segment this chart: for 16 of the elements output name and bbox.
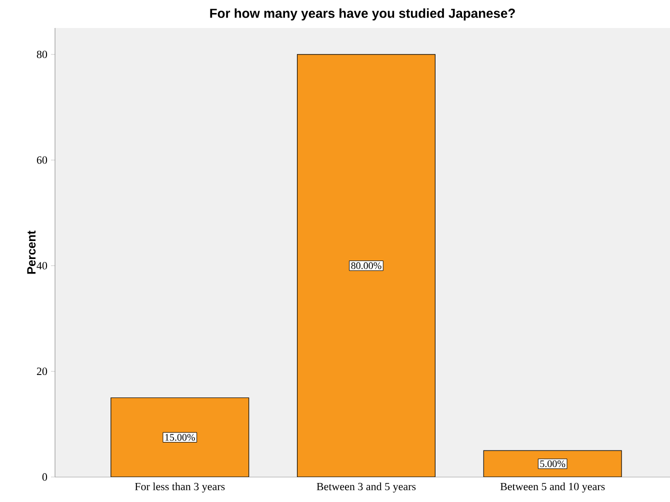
bar xyxy=(296,54,436,477)
data-label: 5.00% xyxy=(540,460,566,468)
y-axis-title: Percent xyxy=(27,230,36,274)
y-tick-label: 40 xyxy=(36,262,48,270)
x-tick-label: For less than 3 years xyxy=(134,482,225,493)
bar xyxy=(110,397,250,477)
y-tick-label: 80 xyxy=(36,50,48,58)
bar xyxy=(483,450,622,477)
data-label: 80.00% xyxy=(351,262,382,270)
chart-title: For how many years have you studied Japanese? xyxy=(210,8,515,20)
x-tick-label: Between 3 and 5 years xyxy=(316,482,416,493)
y-tick-label: 60 xyxy=(36,156,48,164)
y-tick-label: 20 xyxy=(36,368,48,376)
y-tick-label: 0 xyxy=(42,473,48,481)
x-tick-label: Between 5 and 10 years xyxy=(500,482,605,493)
data-label: 15.00% xyxy=(165,434,195,441)
